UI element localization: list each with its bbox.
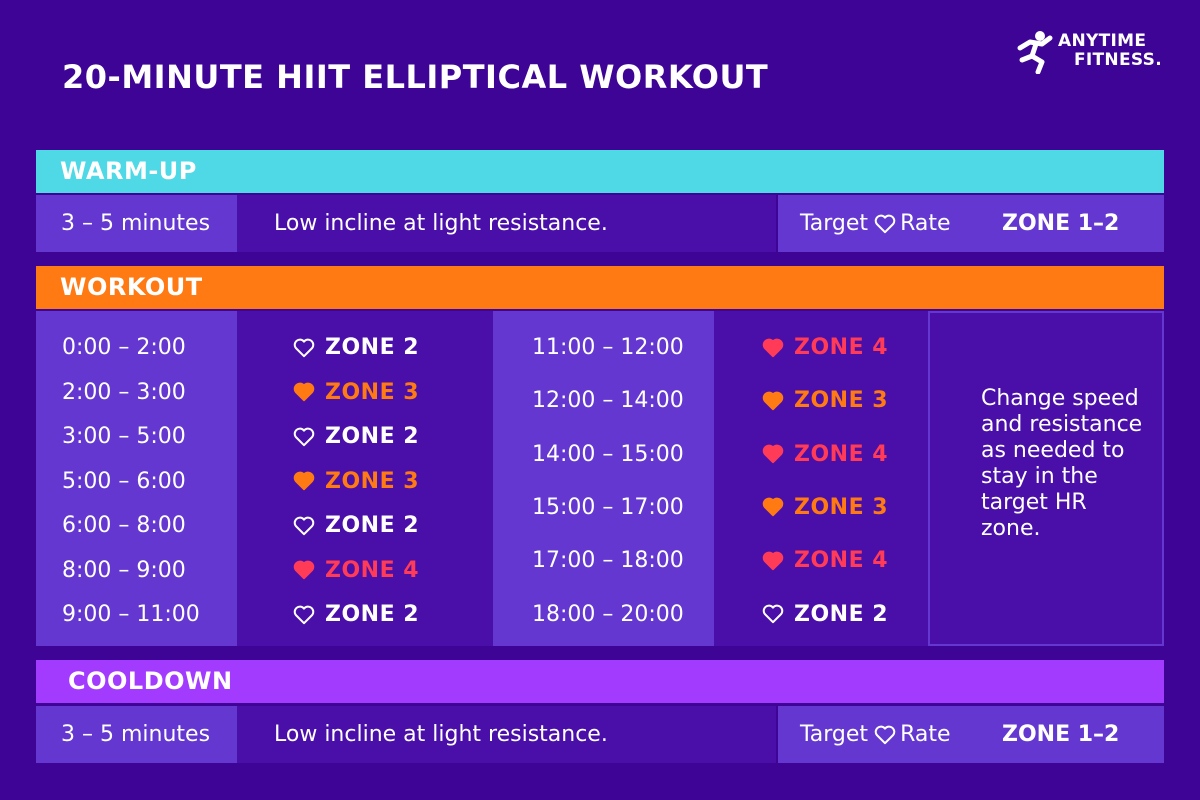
interval-time: 14:00 – 15:00 <box>532 441 684 467</box>
heart-outline-icon <box>293 338 315 358</box>
heart-filled-icon <box>762 497 784 517</box>
warmup-duration-cell: 3 – 5 minutes <box>36 195 237 252</box>
zone-label: ZONE 3 <box>794 494 889 520</box>
warmup-target-zone: ZONE 1–2 <box>1002 211 1120 236</box>
brand-line-1: ANYTIME <box>1058 31 1147 51</box>
interval-zone: ZONE 2 <box>293 602 419 627</box>
cooldown-duration-cell: 3 – 5 minutes <box>36 706 237 763</box>
interval-zone: ZONE 2 <box>293 335 419 360</box>
heart-outline-icon <box>293 516 315 536</box>
interval-zone: ZONE 3 <box>762 388 888 413</box>
heart-outline-icon <box>293 605 315 625</box>
page-title: 20-MINUTE HIIT ELLIPTICAL WORKOUT <box>62 58 769 96</box>
interval-zone: ZONE 3 <box>293 469 419 494</box>
zone-label: ZONE 2 <box>794 601 889 627</box>
interval-time: 15:00 – 17:00 <box>532 494 684 520</box>
interval-time: 17:00 – 18:00 <box>532 548 684 574</box>
heart-filled-icon <box>293 560 315 580</box>
zone-label: ZONE 2 <box>325 602 420 627</box>
heart-filled-icon <box>762 551 784 571</box>
warmup-target-label: Target Rate <box>800 211 951 236</box>
runner-icon <box>1017 31 1053 74</box>
zone-label: ZONE 3 <box>794 388 889 414</box>
warmup-description: Low incline at light resistance. <box>274 211 608 236</box>
zone-label: ZONE 4 <box>794 335 889 360</box>
interval-zone: ZONE 3 <box>762 495 888 520</box>
cooldown-target-zone: ZONE 1–2 <box>1002 722 1120 747</box>
heart-filled-icon <box>293 382 315 402</box>
workout-left-zones-cell <box>237 311 493 646</box>
heart-outline-icon <box>874 725 896 745</box>
workout-right-zones-cell <box>714 311 928 646</box>
heart-filled-icon <box>762 444 784 464</box>
interval-time: 8:00 – 9:00 <box>62 557 186 583</box>
warmup-description-cell: Low incline at light resistance. <box>237 195 776 252</box>
heart-outline-icon <box>293 427 315 447</box>
workout-note-cell <box>928 311 1164 646</box>
zone-label: ZONE 4 <box>325 557 420 583</box>
zone-label: ZONE 2 <box>325 513 420 538</box>
zone-label: ZONE 2 <box>325 335 420 360</box>
interval-time: 0:00 – 2:00 <box>62 335 186 360</box>
heart-filled-icon <box>762 338 784 358</box>
interval-zone: ZONE 4 <box>762 442 888 467</box>
interval-time: 18:00 – 20:00 <box>532 601 684 627</box>
workout-header: WORKOUT <box>36 266 1164 309</box>
brand-line-2: FITNESS. <box>1074 50 1162 70</box>
warmup-duration: 3 – 5 minutes <box>61 211 211 236</box>
interval-time: 3:00 – 5:00 <box>62 424 186 449</box>
zone-label: ZONE 4 <box>794 548 889 574</box>
interval-time: 9:00 – 11:00 <box>62 602 200 627</box>
cooldown-description: Low incline at light resistance. <box>274 722 608 747</box>
zone-label: ZONE 3 <box>325 468 420 494</box>
interval-zone: ZONE 2 <box>293 424 419 449</box>
zone-label: ZONE 3 <box>325 379 420 405</box>
cooldown-description-cell: Low incline at light resistance. <box>237 706 776 763</box>
interval-zone: ZONE 2 <box>762 602 888 627</box>
interval-time: 6:00 – 8:00 <box>62 513 186 538</box>
interval-zone: ZONE 4 <box>293 558 419 583</box>
workout-note: Change speed and resistance as needed to… <box>981 386 1143 541</box>
cooldown-header: COOLDOWN <box>36 660 1164 703</box>
workout-right-times-cell <box>493 311 714 646</box>
heart-outline-icon <box>874 214 896 234</box>
warmup-target-cell: Target Rate ZONE 1–2 <box>778 195 1164 252</box>
interval-zone: ZONE 4 <box>762 548 888 573</box>
cooldown-duration: 3 – 5 minutes <box>61 722 211 747</box>
interval-zone: ZONE 2 <box>293 513 419 538</box>
interval-time: 2:00 – 3:00 <box>62 379 186 405</box>
interval-time: 12:00 – 14:00 <box>532 388 684 414</box>
heart-filled-icon <box>762 391 784 411</box>
interval-time: 11:00 – 12:00 <box>532 335 684 360</box>
warmup-header: WARM-UP <box>36 150 1164 193</box>
interval-zone: ZONE 3 <box>293 380 419 405</box>
heart-filled-icon <box>293 471 315 491</box>
brand-logo: ANYTIME FITNESS. <box>1016 30 1176 76</box>
heart-outline-icon <box>762 604 784 624</box>
interval-zone: ZONE 4 <box>762 335 888 360</box>
cooldown-target-cell: Target Rate ZONE 1–2 <box>778 706 1164 763</box>
interval-time: 5:00 – 6:00 <box>62 468 186 494</box>
workout-left-times-cell <box>36 311 237 646</box>
cooldown-target-label: Target Rate <box>800 722 951 747</box>
zone-label: ZONE 4 <box>794 441 889 467</box>
zone-label: ZONE 2 <box>325 424 420 449</box>
